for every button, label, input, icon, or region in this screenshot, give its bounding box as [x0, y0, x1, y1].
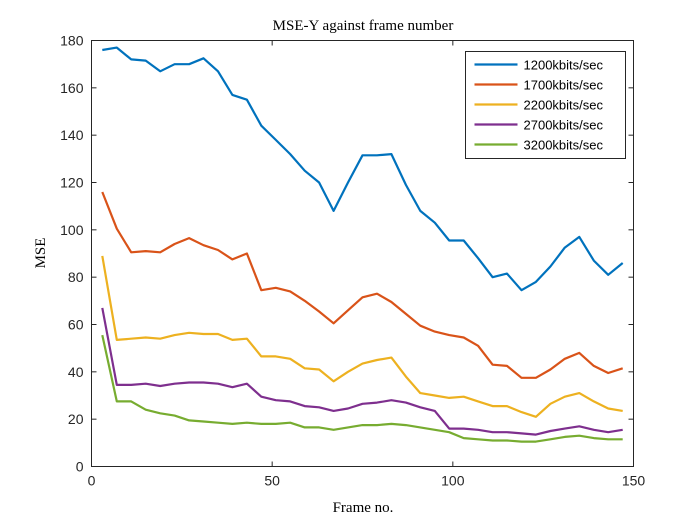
series-line-1: [101, 191, 624, 379]
y-tick-label: 60: [68, 317, 84, 333]
y-tick-label: 140: [60, 127, 84, 143]
y-tick-label: 120: [60, 175, 84, 191]
legend-label: 3200kbits/sec: [524, 138, 604, 153]
legend-label: 2700kbits/sec: [524, 118, 604, 133]
y-tick-label: 40: [68, 364, 84, 380]
x-tick-label: 50: [264, 473, 280, 489]
legend-label: 1200kbits/sec: [524, 58, 604, 73]
series-line-4: [101, 334, 623, 443]
x-tick-label: 100: [441, 473, 465, 489]
axis-ticks: 0 50 100 150 0 20 40 60 80 100 120 140 160 180: [60, 33, 645, 489]
y-tick-label: 0: [76, 459, 84, 475]
x-axis-title: Frame no.: [333, 500, 394, 516]
series-line-2: [101, 255, 623, 418]
y-tick-label: 180: [60, 33, 84, 49]
y-axis-title: MSE: [33, 238, 49, 269]
series-line-3: [101, 307, 623, 436]
chart-title: MSE-Y against frame number: [273, 18, 454, 34]
series-lines: [101, 46, 624, 443]
y-tick-label: 80: [68, 269, 84, 285]
legend-label: 1700kbits/sec: [524, 78, 604, 93]
x-tick-label: 150: [622, 473, 646, 489]
y-tick-label: 20: [68, 411, 84, 427]
y-tick-label: 100: [60, 222, 84, 238]
legend: 1200kbits/sec 1700kbits/sec 2200kbits/sec 2…: [465, 51, 626, 159]
y-tick-label: 160: [60, 80, 84, 96]
series-line-0: [102, 46, 624, 292]
x-tick-label: 0: [88, 473, 96, 489]
legend-label: 2200kbits/sec: [524, 98, 604, 113]
